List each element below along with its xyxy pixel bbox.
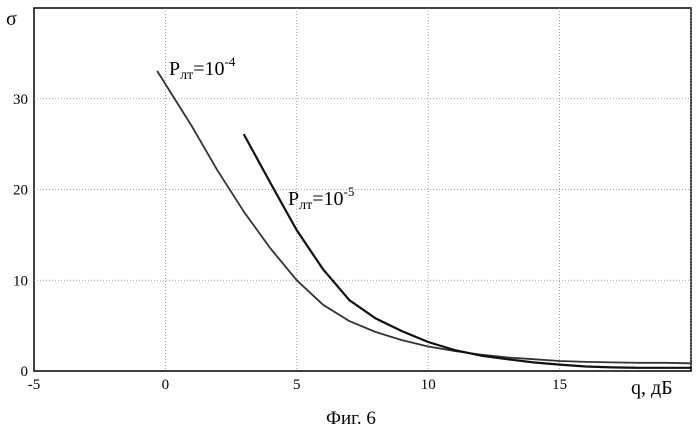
series-line-1 [158, 72, 692, 364]
series-line-2 [244, 135, 691, 368]
series-label-2-eq: =10 [312, 188, 343, 210]
x-tick-label: 10 [421, 377, 436, 393]
series-lines [158, 72, 692, 368]
series-label-1-main: P [169, 58, 180, 80]
x-tick-labels: -5 0 5 10 15 [28, 377, 567, 393]
y-tick-label: 20 [13, 183, 28, 199]
figure-caption: Фиг. 6 [326, 408, 376, 429]
x-tick-label: 5 [293, 377, 301, 393]
y-tick-label: 30 [13, 92, 28, 108]
y-axis-label: σ [6, 8, 17, 30]
series-label-1-exp: -4 [225, 54, 236, 69]
series-label-2: Pлт=10-5 [288, 184, 354, 213]
y-tick-labels: 0 10 20 30 [13, 92, 28, 380]
series-label-1-eq: =10 [193, 58, 224, 80]
series-label-1: Pлт=10-4 [169, 54, 236, 83]
x-axis-label: q, дБ [631, 377, 673, 399]
y-tick-label: 10 [13, 273, 28, 289]
series-label-2-sub: лт [299, 198, 312, 213]
series-label-2-main: P [288, 188, 299, 210]
x-tick-label: 0 [162, 377, 170, 393]
grid [34, 8, 691, 371]
x-tick-label: 15 [552, 377, 567, 393]
x-tick-label: -5 [28, 377, 41, 393]
series-label-1-sub: лт [180, 68, 193, 83]
series-label-2-exp: -5 [344, 184, 355, 199]
y-tick-label: 0 [21, 364, 29, 380]
